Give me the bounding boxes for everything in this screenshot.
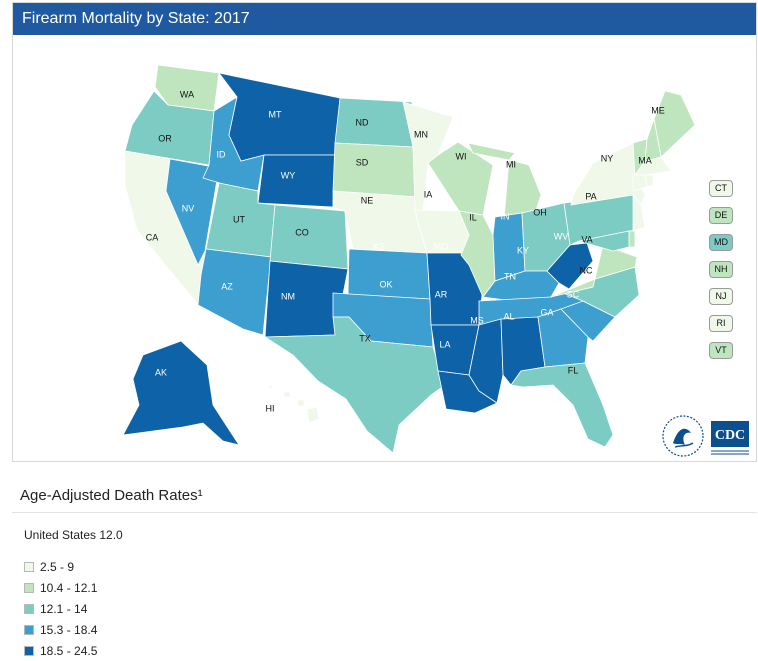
state-wy[interactable] (257, 154, 336, 208)
state-az[interactable] (197, 248, 272, 336)
map-title: Firearm Mortality by State: 2017 (22, 10, 250, 27)
state-label-ar: AR (435, 289, 448, 299)
state-label-tx: TX (359, 333, 371, 343)
us-choropleth-map: WA OR CA NV ID MT WY UT AZ CO NM ND SD NE KS OK TX MN IA MO… (122, 64, 696, 454)
state-label-mi: MI (506, 159, 516, 169)
state-label-az: AZ (221, 281, 233, 291)
legend-label: 18.5 - 24.5 (40, 643, 98, 658)
state-label-ut: UT (233, 214, 245, 224)
state-fl[interactable] (510, 362, 614, 448)
state-label-fl: FL (568, 365, 579, 375)
state-label-or: OR (158, 133, 172, 143)
panel-header: Firearm Mortality by State: 2017 (13, 3, 756, 35)
state-label-oh: OH (533, 207, 547, 217)
state-label-mo: MO (434, 241, 449, 251)
state-ks[interactable] (347, 248, 431, 300)
cdc-logo: CDC (662, 415, 749, 457)
state-label-mn: MN (414, 129, 428, 139)
state-label-wa: WA (180, 89, 194, 99)
state-de[interactable] (628, 230, 636, 248)
state-label-me: ME (651, 105, 665, 115)
state-mn[interactable] (402, 101, 454, 212)
state-label-ms: MS (470, 315, 484, 325)
legend-list: 2.5 - 9 10.4 - 12.1 12.1 - 14 15.3 - 18.4 18… (24, 556, 97, 661)
state-label-ne: NE (361, 195, 374, 205)
state-label-va: VA (581, 234, 592, 244)
legend-label: 15.3 - 18.4 (40, 622, 98, 637)
legend-swatch (24, 624, 34, 635)
state-label-ky: KY (517, 245, 529, 255)
state-nh[interactable] (644, 117, 662, 162)
state-label-ia: IA (424, 189, 433, 199)
state-nd[interactable] (334, 97, 414, 148)
legend-item: 12.1 - 14 (24, 598, 97, 619)
state-label-nd: ND (356, 117, 369, 127)
legend-swatch (24, 645, 34, 656)
state-sd[interactable] (332, 142, 418, 198)
state-label-wi: WI (456, 151, 467, 161)
state-label-nv: NV (182, 203, 195, 213)
state-label-ma: MA (638, 155, 652, 165)
state-ny[interactable] (570, 142, 646, 206)
badge-nj[interactable]: NJ (709, 288, 733, 305)
legend-swatch (24, 603, 34, 614)
state-tx[interactable] (263, 316, 446, 454)
state-label-ga: GA (540, 307, 553, 317)
badge-md[interactable]: MD (709, 234, 733, 251)
state-label-pa: PA (585, 191, 596, 201)
small-state-badges: CT DE MD NH NJ RI VT (709, 180, 735, 369)
state-co[interactable] (269, 204, 349, 270)
state-label-ok: OK (379, 279, 392, 289)
badge-de[interactable]: DE (709, 207, 733, 224)
state-label-sd: SD (356, 157, 369, 167)
us-rate-label: United States 12.0 (24, 528, 123, 542)
legend-swatch (24, 561, 34, 572)
state-ak[interactable] (122, 340, 240, 446)
state-label-sc: SC (567, 289, 580, 299)
state-label-ca: CA (146, 232, 159, 242)
state-ri[interactable] (644, 174, 654, 188)
state-ga[interactable] (537, 308, 589, 368)
cdc-logo-text: CDC (715, 428, 745, 443)
state-label-wy: WY (281, 170, 296, 180)
state-sc[interactable] (560, 300, 616, 342)
legend-label: 10.4 - 12.1 (40, 580, 98, 595)
legend-item: 15.3 - 18.4 (24, 619, 97, 640)
state-label-ak: AK (155, 367, 167, 377)
state-label-mt: MT (269, 109, 282, 119)
state-label-id: ID (217, 149, 227, 159)
state-label-tn: TN (504, 271, 516, 281)
badge-ri[interactable]: RI (709, 315, 733, 332)
legend-item: 10.4 - 12.1 (24, 577, 97, 598)
badge-nh[interactable]: NH (709, 261, 733, 278)
state-va[interactable] (550, 244, 638, 298)
state-hi[interactable] (265, 384, 320, 424)
state-label-in: IN (501, 211, 510, 221)
legend-swatch (24, 582, 34, 593)
state-nj[interactable] (632, 193, 646, 232)
state-label-nm: NM (281, 291, 295, 301)
state-label-il: IL (469, 212, 477, 222)
state-label-al: AL (503, 311, 514, 321)
state-label-la: LA (439, 339, 450, 349)
state-label-ny: NY (601, 153, 614, 163)
badge-vt[interactable]: VT (709, 342, 733, 359)
state-me[interactable] (653, 90, 696, 158)
state-label-co: CO (295, 227, 309, 237)
state-label-nc: NC (580, 265, 593, 275)
legend-item: 2.5 - 9 (24, 556, 97, 577)
state-ct[interactable] (632, 174, 648, 192)
legend-label: 2.5 - 9 (40, 559, 75, 574)
state-label-wv: WV (554, 231, 569, 241)
legend-divider (12, 512, 757, 513)
state-md[interactable] (578, 230, 630, 252)
map-panel: Firearm Mortality by State: 2017 WA OR CA N… (12, 2, 757, 462)
badge-ct[interactable]: CT (709, 180, 733, 197)
state-label-ks: KS (373, 241, 385, 251)
legend-item: 18.5 - 24.5 (24, 640, 97, 661)
legend-label: 12.1 - 14 (40, 601, 88, 616)
state-label-hi: HI (266, 403, 275, 413)
legend-title: Age-Adjusted Death Rates¹ (20, 487, 203, 504)
